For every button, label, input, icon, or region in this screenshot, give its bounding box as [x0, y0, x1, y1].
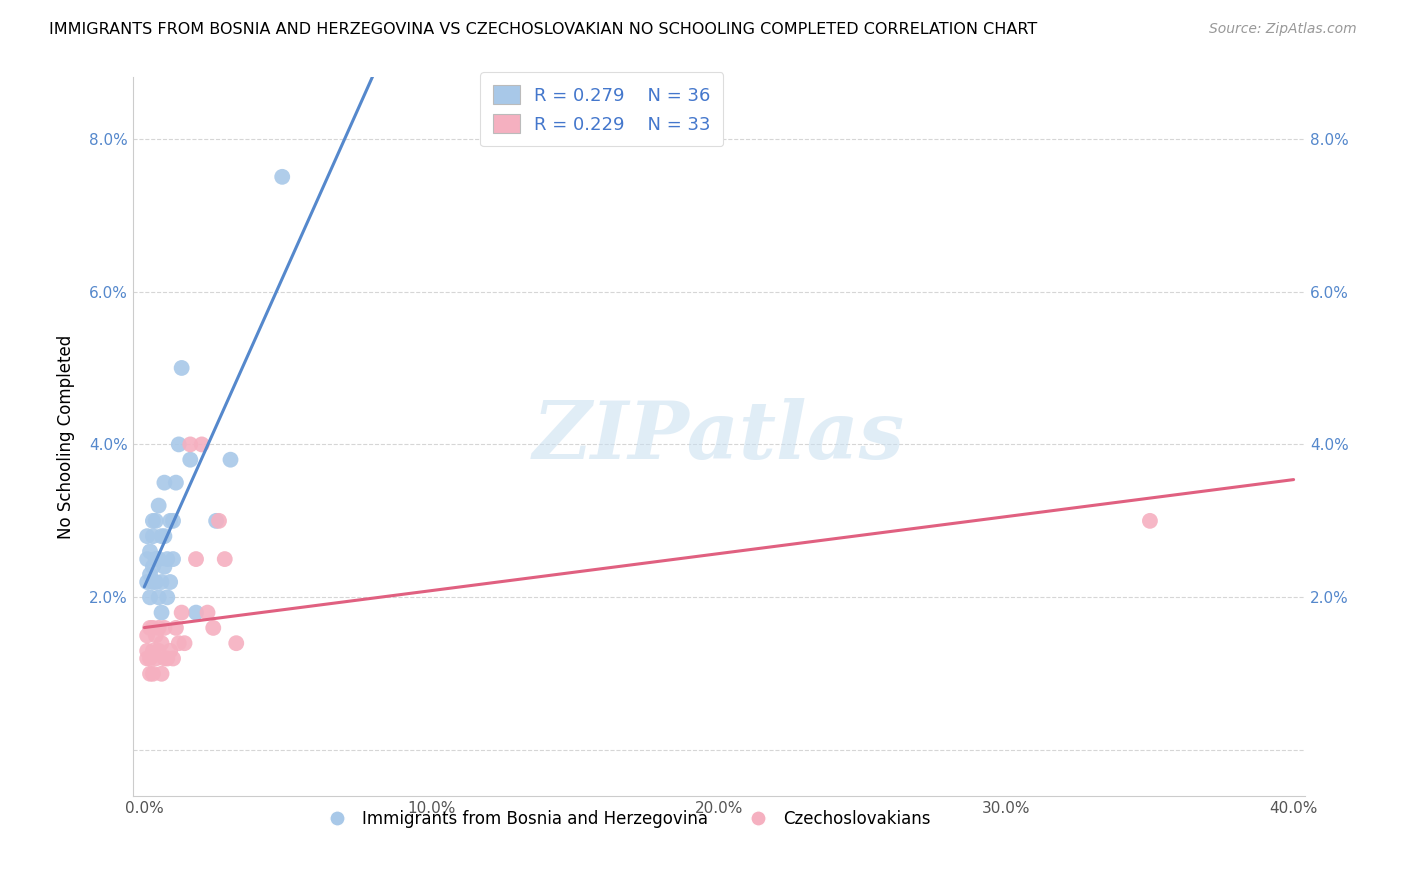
Point — [159, 644, 181, 658]
Point — [136, 644, 159, 658]
Point — [139, 621, 162, 635]
Point — [165, 621, 187, 635]
Point — [153, 621, 176, 635]
Legend: Immigrants from Bosnia and Herzegovina, Czechoslovakians: Immigrants from Bosnia and Herzegovina, … — [314, 803, 936, 835]
Point — [225, 636, 247, 650]
Point — [205, 514, 228, 528]
Point — [136, 529, 159, 543]
Text: ZIPatlas: ZIPatlas — [533, 398, 905, 475]
Point — [159, 514, 181, 528]
Point — [139, 544, 162, 558]
Point — [162, 514, 184, 528]
Point — [162, 552, 184, 566]
Point — [153, 651, 176, 665]
Text: Source: ZipAtlas.com: Source: ZipAtlas.com — [1209, 22, 1357, 37]
Point — [191, 437, 214, 451]
Y-axis label: No Schooling Completed: No Schooling Completed — [58, 334, 75, 539]
Point — [150, 636, 173, 650]
Point — [148, 552, 170, 566]
Point — [150, 529, 173, 543]
Point — [179, 452, 201, 467]
Point — [153, 475, 176, 490]
Point — [142, 574, 165, 589]
Point — [150, 606, 173, 620]
Point — [162, 651, 184, 665]
Point — [170, 361, 193, 376]
Point — [145, 514, 167, 528]
Point — [148, 644, 170, 658]
Point — [159, 574, 181, 589]
Point — [271, 169, 294, 184]
Point — [167, 636, 190, 650]
Point — [142, 666, 165, 681]
Point — [179, 437, 201, 451]
Point — [153, 559, 176, 574]
Point — [202, 621, 225, 635]
Point — [184, 552, 207, 566]
Point — [139, 666, 162, 681]
Point — [148, 621, 170, 635]
Point — [145, 574, 167, 589]
Point — [136, 651, 159, 665]
Point — [1139, 514, 1161, 528]
Point — [139, 651, 162, 665]
Point — [148, 499, 170, 513]
Point — [214, 552, 236, 566]
Point — [208, 514, 231, 528]
Point — [136, 574, 159, 589]
Point — [167, 437, 190, 451]
Point — [145, 651, 167, 665]
Point — [142, 644, 165, 658]
Point — [219, 452, 242, 467]
Point — [170, 606, 193, 620]
Point — [150, 666, 173, 681]
Point — [184, 606, 207, 620]
Point — [156, 552, 179, 566]
Point — [142, 621, 165, 635]
Point — [165, 475, 187, 490]
Point — [145, 552, 167, 566]
Point — [156, 651, 179, 665]
Point — [156, 591, 179, 605]
Point — [153, 529, 176, 543]
Point — [197, 606, 219, 620]
Point — [136, 552, 159, 566]
Point — [173, 636, 195, 650]
Point — [142, 529, 165, 543]
Point — [136, 628, 159, 642]
Point — [139, 591, 162, 605]
Point — [142, 514, 165, 528]
Point — [150, 574, 173, 589]
Point — [142, 559, 165, 574]
Point — [145, 628, 167, 642]
Text: IMMIGRANTS FROM BOSNIA AND HERZEGOVINA VS CZECHOSLOVAKIAN NO SCHOOLING COMPLETED: IMMIGRANTS FROM BOSNIA AND HERZEGOVINA V… — [49, 22, 1038, 37]
Point — [148, 591, 170, 605]
Point — [139, 567, 162, 582]
